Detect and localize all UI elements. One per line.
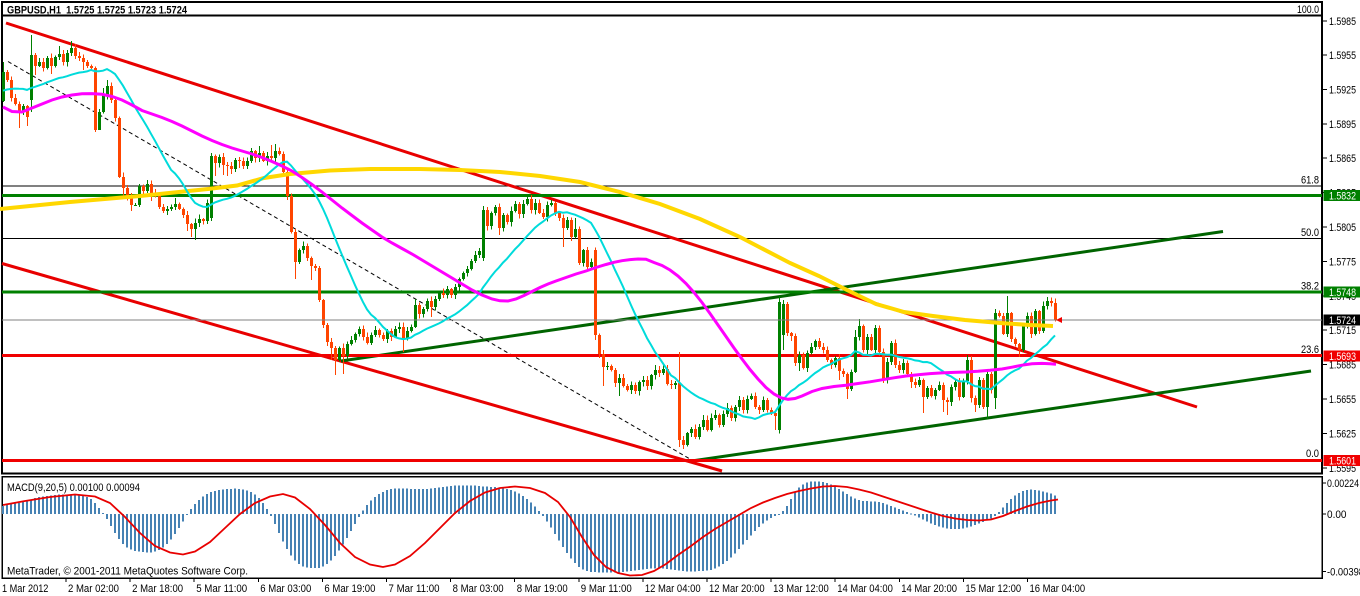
svg-text:0.00: 0.00 <box>1327 509 1347 521</box>
svg-text:6 Mar 19:00: 6 Mar 19:00 <box>324 583 375 595</box>
svg-text:0.0: 0.0 <box>1306 448 1319 460</box>
svg-text:1.5601: 1.5601 <box>1329 456 1356 468</box>
svg-text:1.5693: 1.5693 <box>1329 351 1356 363</box>
svg-text:13 Mar 12:00: 13 Mar 12:00 <box>773 583 829 595</box>
svg-text:2 Mar 18:00: 2 Mar 18:00 <box>132 583 183 595</box>
svg-text:6 Mar 03:00: 6 Mar 03:00 <box>260 583 311 595</box>
svg-text:9 Mar 11:00: 9 Mar 11:00 <box>581 583 632 595</box>
svg-text:1.5832: 1.5832 <box>1329 191 1356 203</box>
svg-text:14 Mar 04:00: 14 Mar 04:00 <box>837 583 893 595</box>
svg-text:16 Mar 04:00: 16 Mar 04:00 <box>1030 583 1086 595</box>
svg-text:1.5685: 1.5685 <box>1329 360 1356 372</box>
svg-text:15 Mar 12:00: 15 Mar 12:00 <box>965 583 1021 595</box>
svg-text:7 Mar 11:00: 7 Mar 11:00 <box>389 583 440 595</box>
svg-text:14 Mar 20:00: 14 Mar 20:00 <box>901 583 957 595</box>
svg-text:8 Mar 03:00: 8 Mar 03:00 <box>453 583 504 595</box>
svg-text:0.00224: 0.00224 <box>1327 478 1359 490</box>
svg-text:MetaTrader, © 2001-2011 MetaQu: MetaTrader, © 2001-2011 MetaQuotes Softw… <box>7 566 248 578</box>
svg-text:1.5724: 1.5724 <box>1329 315 1356 327</box>
svg-text:1.5895: 1.5895 <box>1329 119 1356 131</box>
svg-text:1.5775: 1.5775 <box>1329 256 1356 268</box>
svg-text:1.5925: 1.5925 <box>1329 84 1356 96</box>
svg-text:2 Mar 02:00: 2 Mar 02:00 <box>68 583 119 595</box>
svg-text:8 Mar 19:00: 8 Mar 19:00 <box>517 583 568 595</box>
svg-text:12 Mar 04:00: 12 Mar 04:00 <box>645 583 701 595</box>
svg-text:1.5748: 1.5748 <box>1329 287 1356 299</box>
svg-text:50.0: 50.0 <box>1301 227 1319 239</box>
svg-text:1.5655: 1.5655 <box>1329 394 1356 406</box>
svg-text:100.0: 100.0 <box>1297 4 1319 16</box>
svg-text:61.8: 61.8 <box>1301 175 1319 187</box>
svg-text:MACD(9,20,5) 0.00100 0.00094: MACD(9,20,5) 0.00100 0.00094 <box>7 482 140 494</box>
svg-text:-0.00398: -0.00398 <box>1327 566 1360 578</box>
svg-text:1.5625: 1.5625 <box>1329 428 1356 440</box>
svg-text:1.5805: 1.5805 <box>1329 222 1356 234</box>
svg-text:1.5955: 1.5955 <box>1329 50 1356 62</box>
svg-text:1 Mar 2012: 1 Mar 2012 <box>2 583 48 595</box>
svg-text:12 Mar 20:00: 12 Mar 20:00 <box>709 583 765 595</box>
svg-text:5 Mar 11:00: 5 Mar 11:00 <box>196 583 247 595</box>
svg-text:23.6: 23.6 <box>1301 344 1319 356</box>
svg-text:38.2: 38.2 <box>1301 281 1319 293</box>
svg-text:GBPUSD,H1 1.5725 1.5725 1.572: GBPUSD,H1 1.5725 1.5725 1.5723 1.5724 <box>7 5 188 17</box>
svg-text:1.5865: 1.5865 <box>1329 153 1356 165</box>
svg-text:1.5985: 1.5985 <box>1329 16 1356 28</box>
svg-text:1.5715: 1.5715 <box>1329 325 1356 337</box>
